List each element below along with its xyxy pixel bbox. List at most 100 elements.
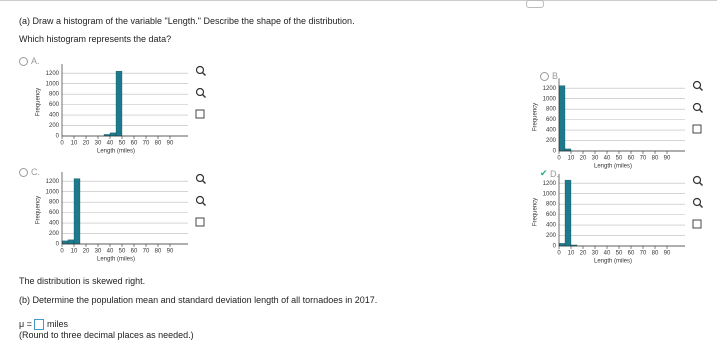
y-axis-title: Frequency [36, 88, 42, 116]
x-tick-label: 20 [580, 251, 587, 257]
x-tick-label: 0 [60, 141, 64, 147]
y-tick-label: 1200 [46, 179, 60, 185]
radio[interactable] [19, 57, 28, 66]
bar [115, 70, 123, 137]
x-tick-label: 0 [60, 249, 64, 255]
radio[interactable] [19, 168, 28, 177]
bar [109, 132, 117, 137]
x-tick-label: 20 [83, 249, 90, 255]
x-tick-label: 90 [167, 141, 174, 147]
option-chart: 0 200 400 600 800 1000 1200 0 10 20 30 40 50 60 70 80 90… [533, 79, 703, 170]
x-tick-label: 80 [155, 141, 162, 147]
x-axis-title: Length (miles) [594, 259, 632, 265]
x-tick-label: 70 [143, 141, 150, 147]
x-tick-label: 50 [119, 249, 126, 255]
zoom-icon[interactable] [692, 102, 703, 113]
y-tick-label: 600 [49, 102, 60, 108]
option-chart: 0 200 400 600 800 1000 1200 0 10 20 30 40 50 60 70 80 90… [36, 172, 206, 263]
popout-icon[interactable] [692, 124, 702, 134]
zoom-icon[interactable] [692, 175, 703, 186]
x-tick-label: 40 [604, 251, 611, 257]
y-tick-label: 800 [49, 200, 60, 206]
question: Which histogram represents the data? [19, 34, 172, 44]
x-tick-label: 70 [640, 156, 647, 162]
y-tick-label: 800 [546, 107, 557, 113]
x-tick-label: 70 [143, 249, 150, 255]
x-tick-label: 50 [119, 141, 126, 147]
popout-icon[interactable] [195, 217, 205, 227]
more-button[interactable] [526, 0, 544, 8]
option-letter: A. [31, 56, 40, 66]
bar [61, 240, 69, 245]
top-rule [0, 0, 717, 1]
mu-row: μ = miles [19, 319, 68, 331]
y-tick-label: 1000 [543, 191, 557, 197]
x-axis-title: Length (miles) [594, 164, 632, 170]
zoom-icon[interactable] [195, 87, 206, 98]
zoom-icon[interactable] [195, 173, 206, 184]
x-tick-label: 80 [652, 156, 659, 162]
shape-answer[interactable]: skewed right. [92, 276, 146, 286]
x-tick-label: 60 [131, 249, 138, 255]
popout-icon[interactable] [692, 219, 702, 229]
x-tick-label: 40 [604, 156, 611, 162]
option-chart: 0 200 400 600 800 1000 1200 0 10 20 30 40 50 60 70 80 90… [36, 64, 206, 155]
popout-icon[interactable] [195, 109, 205, 119]
answer-box[interactable] [34, 319, 45, 331]
x-tick-label: 30 [592, 156, 599, 162]
part-a-text: (a) Draw a histogram of the variable "Le… [19, 16, 355, 26]
x-tick-label: 60 [628, 251, 635, 257]
x-tick-label: 80 [652, 251, 659, 257]
zoom-icon[interactable] [692, 80, 703, 91]
y-tick-label: 600 [49, 210, 60, 216]
x-tick-label: 10 [568, 156, 575, 162]
y-tick-label: 1200 [543, 181, 557, 187]
radio[interactable] [540, 72, 549, 81]
y-tick-label: 800 [546, 202, 557, 208]
y-tick-label: 1000 [46, 81, 60, 87]
check-mark: ✔ [540, 168, 548, 178]
y-tick-label: 600 [546, 212, 557, 218]
zoom-icon[interactable] [692, 197, 703, 208]
round-note: (Round to three decimal places as needed… [19, 330, 194, 340]
y-axis-title: Frequency [533, 198, 539, 226]
part-b-text: (b) Determine the population mean and st… [19, 295, 378, 305]
bar [558, 243, 566, 247]
zoom-icon[interactable] [195, 65, 206, 76]
y-tick-label: 1000 [543, 96, 557, 102]
mu-label: μ = [19, 319, 32, 329]
x-tick-label: 60 [628, 156, 635, 162]
y-tick-label: 0 [56, 242, 60, 248]
y-tick-label: 200 [49, 123, 60, 129]
x-tick-label: 0 [557, 156, 561, 162]
y-tick-label: 0 [56, 134, 60, 140]
y-tick-label: 0 [553, 149, 557, 155]
x-tick-label: 30 [95, 141, 102, 147]
y-tick-label: 1200 [543, 86, 557, 92]
y-tick-label: 400 [49, 221, 60, 227]
option-letter: B. [552, 71, 561, 81]
x-axis-title: Length (miles) [97, 257, 135, 263]
x-tick-label: 90 [664, 251, 671, 257]
y-tick-label: 0 [553, 244, 557, 250]
y-tick-label: 200 [49, 231, 60, 237]
x-tick-label: 0 [557, 251, 561, 257]
y-axis-title: Frequency [36, 196, 42, 224]
y-tick-label: 200 [546, 233, 557, 239]
x-tick-label: 20 [83, 141, 90, 147]
shape-prefix: The distribution is [19, 276, 90, 286]
x-axis-title: Length (miles) [97, 149, 135, 155]
unit: miles [46, 319, 68, 329]
option-letter: C. [31, 167, 40, 177]
y-tick-label: 1200 [46, 71, 60, 77]
x-tick-label: 30 [592, 251, 599, 257]
y-tick-label: 1000 [46, 189, 60, 195]
x-tick-label: 90 [167, 249, 174, 255]
shape-text: The distribution is skewed right. [19, 276, 145, 286]
option-chart: 0 200 400 600 800 1000 1200 0 10 20 30 40 50 60 70 80 90… [533, 174, 703, 265]
y-axis-title: Frequency [533, 103, 539, 131]
x-tick-label: 90 [664, 156, 671, 162]
zoom-icon[interactable] [195, 195, 206, 206]
y-tick-label: 800 [49, 92, 60, 98]
